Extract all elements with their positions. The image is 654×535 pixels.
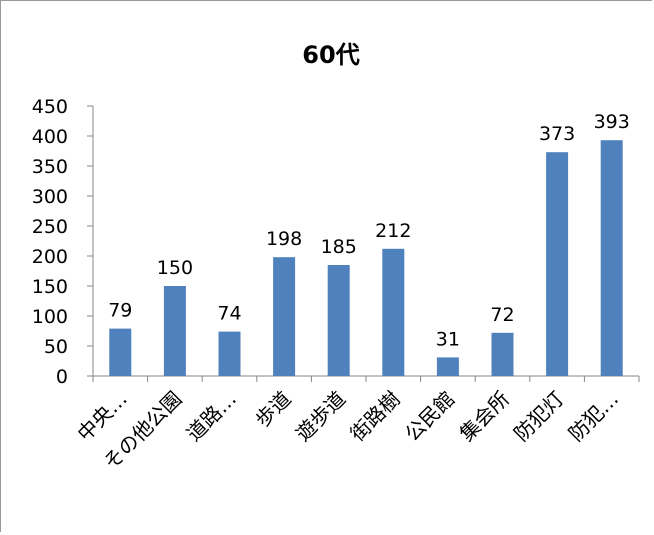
y-tick-label: 400 [32,126,68,148]
data-label: 373 [539,123,575,145]
y-tick-label: 450 [32,96,68,118]
bar [327,265,350,376]
chart-title: 60代 [302,41,359,69]
y-tick-label: 100 [32,306,68,328]
bar [382,248,405,376]
x-tick-label: 防犯… [564,387,623,446]
y-tick-label: 50 [44,336,68,358]
x-tick-label: 道路… [182,387,241,446]
x-tick-label: 歩道 [250,387,295,432]
bar [109,328,132,376]
bars [109,140,623,376]
y-tick-label: 200 [32,246,68,268]
data-label: 150 [157,257,193,279]
data-label: 212 [375,220,411,242]
y-tick-label: 300 [32,186,68,208]
y-axis: 0 50 100 150 200 250 300 350 400 450 [32,96,94,388]
bar [163,286,186,376]
data-label: 185 [321,236,357,258]
bar [436,357,459,376]
data-label: 198 [266,228,302,250]
data-label: 79 [108,300,132,322]
data-label: 393 [594,111,630,133]
y-tick-label: 0 [56,366,68,388]
data-label: 74 [217,303,241,325]
data-label: 31 [436,328,460,350]
x-tick-label: 防犯灯 [509,387,568,446]
data-label: 72 [490,304,514,326]
x-tick-label: 街路樹 [345,387,404,446]
bar [273,257,296,376]
x-tick-label: 公民館 [400,387,459,446]
bar [491,332,514,376]
y-tick-label: 150 [32,276,68,298]
bar [218,331,241,376]
x-tick-label: 遊歩道 [291,387,350,446]
bar [546,152,569,376]
y-tick-label: 350 [32,156,68,178]
x-tick-label: 集会所 [455,387,514,446]
bar [600,140,623,376]
data-labels: 79 150 74 198 185 212 31 72 373 393 [108,111,630,350]
x-axis [92,375,640,382]
y-tick-label: 250 [32,216,68,238]
